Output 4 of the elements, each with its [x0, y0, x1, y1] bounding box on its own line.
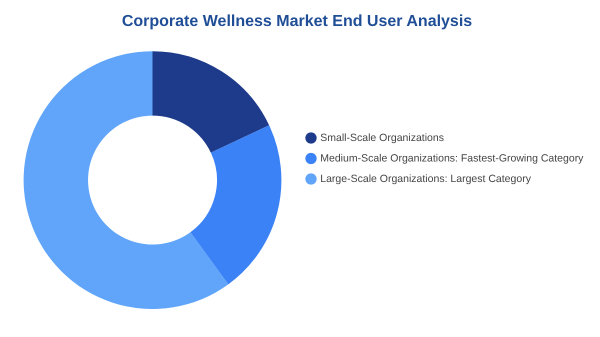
legend-label: Medium-Scale Organizations: Fastest-Growing Category — [320, 152, 584, 164]
chart-title: Corporate Wellness Market End User Analysis — [122, 13, 472, 30]
legend-label: Large-Scale Organizations: Largest Category — [320, 172, 532, 185]
legend-label: Small-Scale Organizations — [320, 132, 444, 144]
